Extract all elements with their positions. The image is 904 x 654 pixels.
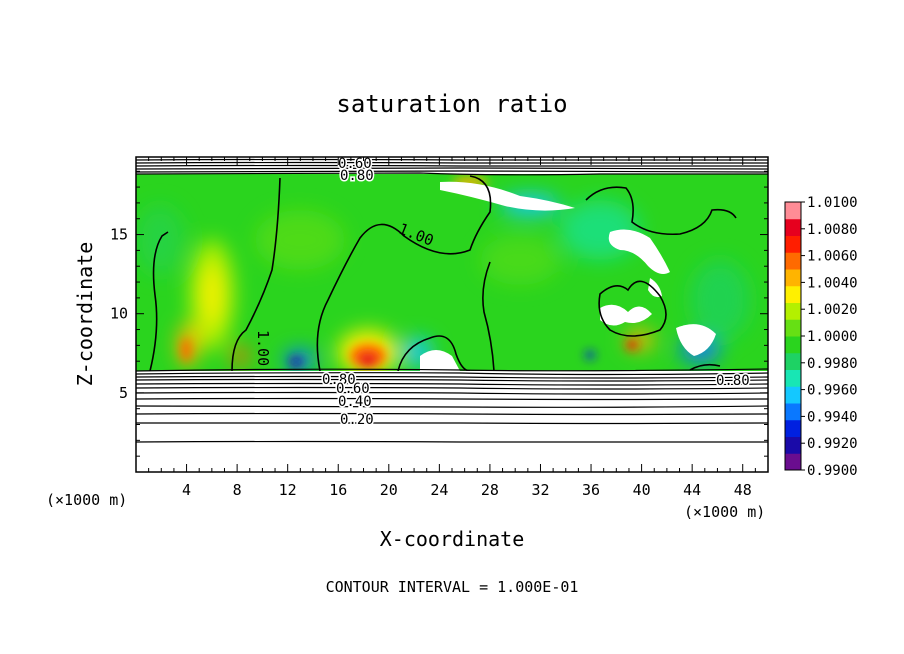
x-tick-label: 12 (279, 481, 297, 499)
colorbar-swatch (785, 302, 801, 320)
contour-label: 1.00 (254, 330, 272, 366)
colorbar-swatch (785, 369, 801, 387)
colorbar-label: 0.9960 (807, 383, 858, 399)
colorbar-swatch (785, 386, 801, 404)
x-tick-label: 48 (734, 481, 752, 499)
y-axis-label: Z-coordinate (73, 242, 97, 387)
contour-label: 0.20 (340, 412, 374, 428)
y-tick-label: 15 (110, 226, 128, 244)
colorbar-swatch (785, 285, 801, 303)
colorbar-swatch (785, 453, 801, 471)
colorbar-swatch (785, 218, 801, 236)
colorbar-swatch (785, 336, 801, 354)
colorbar-label: 1.0020 (807, 302, 858, 318)
colorbar-swatch (785, 252, 801, 270)
colorbar-swatch (785, 419, 801, 437)
colorbar-swatch (785, 436, 801, 454)
x-tick-label: 24 (430, 481, 448, 499)
x-tick-label: 40 (633, 481, 651, 499)
x-axis: 4 8 12 16 20 24 28 32 36 40 44 48 (148, 157, 756, 499)
contour-label: 0.40 (338, 394, 372, 410)
colorbar-label: 1.0060 (807, 249, 858, 265)
colorbar-label: 1.0000 (807, 329, 858, 345)
x-tick-label: 4 (182, 481, 191, 499)
x-axis-label: X-coordinate (380, 527, 525, 551)
colorbar-swatch (785, 235, 801, 253)
colorbar-label: 0.9900 (807, 463, 858, 479)
y-axis: 5 10 15 (110, 170, 768, 457)
colorbar-swatch (785, 352, 801, 370)
x-axis-unit: (×1000 m) (684, 503, 765, 521)
x-tick-label: 28 (481, 481, 499, 499)
colorbar-label: 1.0040 (807, 275, 858, 291)
x-tick-label: 16 (329, 481, 347, 499)
chart-title: saturation ratio (336, 90, 567, 118)
lower-contours (135, 368, 769, 443)
x-tick-label: 32 (531, 481, 549, 499)
colorbar-swatch (785, 202, 801, 220)
y-tick-label: 10 (110, 305, 128, 323)
contour-label: 0.60 (336, 381, 370, 397)
x-tick-label: 36 (582, 481, 600, 499)
contour-label: 0.80 (322, 372, 356, 388)
y-tick-label: 5 (119, 384, 128, 402)
contour-label: 0.80 (340, 168, 374, 184)
contour-label: 0.80 (716, 373, 750, 389)
x-tick-label: 8 (233, 481, 242, 499)
colorbar-swatch (785, 269, 801, 287)
colorbar: 1.0100 1.0080 1.0060 1.0040 1.0020 1.0000 0.99… (784, 195, 858, 479)
contour-interval-note: CONTOUR INTERVAL = 1.000E-01 (326, 578, 579, 596)
upper-contours (135, 158, 769, 176)
colorbar-label: 0.9980 (807, 356, 858, 372)
x-tick-label: 44 (683, 481, 701, 499)
colorbar-swatch (785, 403, 801, 421)
colorbar-swatch (785, 319, 801, 337)
colorbar-label: 1.0100 (807, 195, 858, 211)
colorbar-label: 0.9940 (807, 409, 858, 425)
x-tick-label: 20 (380, 481, 398, 499)
saturation-field (136, 174, 768, 371)
colorbar-label: 0.9920 (807, 436, 858, 452)
y-axis-unit: (×1000 m) (46, 491, 127, 509)
colorbar-label: 1.0080 (807, 222, 858, 238)
